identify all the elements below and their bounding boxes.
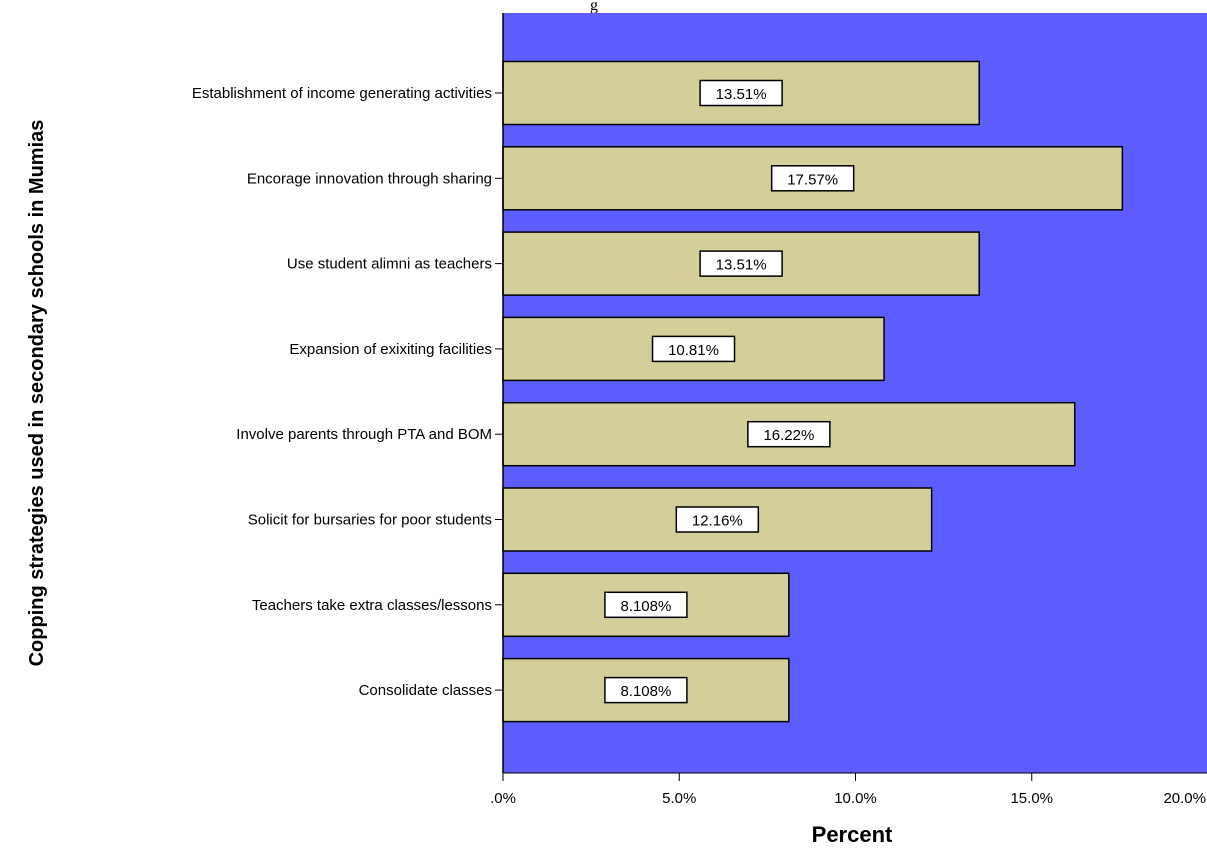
data-label-box-2: [770, 165, 855, 192]
category-label-7: Teachers take extra classes/lessons: [252, 597, 492, 614]
data-label-4: 10.81%: [668, 342, 719, 359]
category-label-8: Consolidate classes: [359, 682, 492, 699]
data-label-box-4: [651, 335, 736, 363]
data-label-box-8: [604, 676, 688, 704]
data-label-2: 17.57%: [787, 171, 838, 188]
data-label-3: 13.51%: [716, 257, 767, 274]
data-label-1: 13.51%: [716, 86, 767, 103]
data-label-box-6: [675, 506, 760, 533]
x-tick-label-2: 5.0%: [662, 790, 696, 807]
category-label-1: Establishment of income generating activ…: [192, 85, 492, 102]
x-tick-label-4: 15.0%: [1010, 790, 1053, 807]
y-axis: Establishment of income generating activ…: [192, 13, 504, 773]
y-axis-title: Copping strategies used in secondary sch…: [26, 120, 48, 667]
data-label-8: 8.108%: [620, 683, 671, 700]
x-axis: .0% 5.0% 10.0% 15.0% 20.0%: [490, 772, 1207, 807]
x-axis-title: Percent: [812, 822, 893, 847]
data-label-7: 8.108%: [620, 598, 671, 615]
category-label-5: Involve parents through PTA and BOM: [236, 426, 492, 443]
category-label-2: Encorage innovation through sharing: [247, 170, 492, 187]
category-label-3: Use student alimni as teachers: [287, 256, 492, 273]
data-label-6: 12.16%: [692, 513, 743, 530]
data-label-box-1: [699, 79, 783, 107]
data-label-box-3: [699, 250, 783, 277]
plot-area: [503, 13, 1207, 773]
x-tick-label-3: 10.0%: [834, 790, 877, 807]
category-label-6: Solicit for bursaries for poor students: [248, 512, 492, 529]
chart-top-text: g: [590, 0, 598, 14]
bars-group: 13.51% 17.57% 13.51% 10.81% 16.22% 12.16% 8.10…: [502, 60, 1124, 723]
x-tick-label-1: .0%: [490, 790, 516, 807]
data-label-box-5: [747, 420, 831, 448]
data-label-5: 16.22%: [763, 427, 814, 444]
x-tick-label-5: 20.0%: [1163, 790, 1206, 807]
data-label-box-7: [604, 591, 688, 619]
category-label-4: Expansion of exixiting facilities: [289, 341, 492, 358]
